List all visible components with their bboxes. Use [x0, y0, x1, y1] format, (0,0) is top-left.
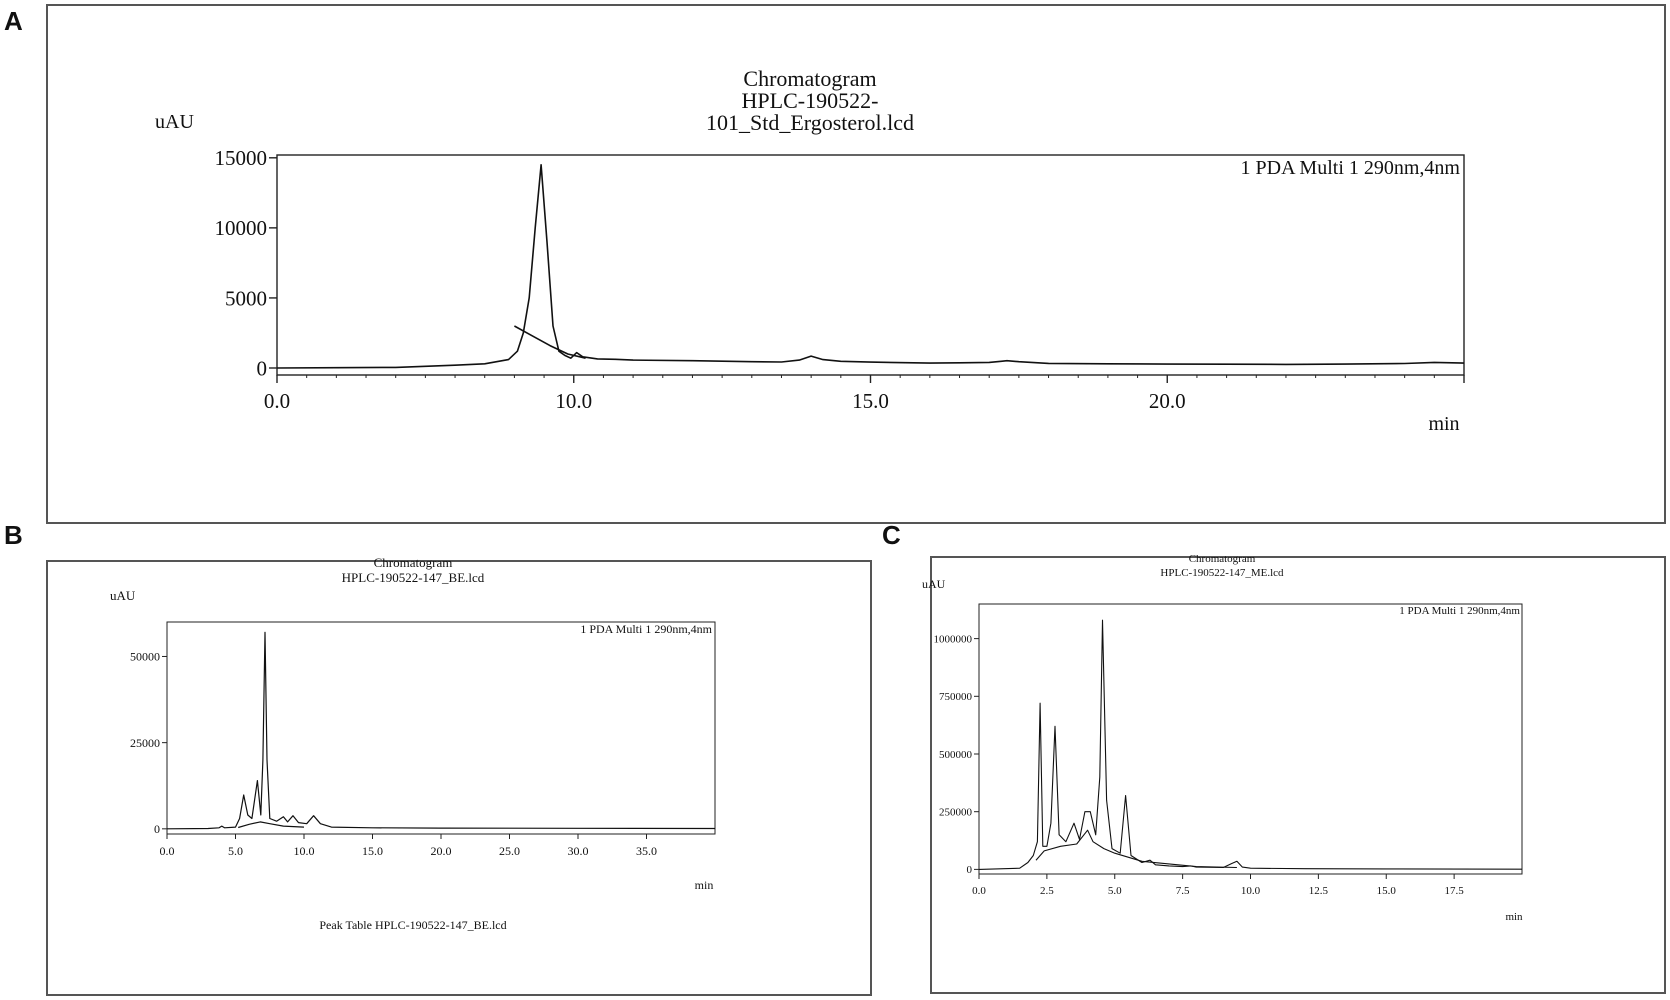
panel-c-title-line-1: HPLC-190522-147_ME.lcd: [1160, 567, 1284, 579]
panel-c-ytick-label-4: 1000000: [934, 633, 973, 645]
panel-c-plot-frame: [978, 603, 1523, 875]
panel-b-xtick-label-1: 5.0: [228, 844, 243, 858]
panel-c-ytick-label-0: 0: [967, 864, 973, 876]
panel-b-plot-frame: [166, 621, 716, 835]
panel-c-ytick-label-3: 750000: [939, 691, 973, 703]
panel-c-xtick-label-3: 7.5: [1176, 885, 1190, 897]
panel-b-legend: 1 PDA Multi 1 290nm,4nm: [580, 622, 712, 636]
panel-c-xlabel: min: [1505, 911, 1523, 923]
panel-b-xtick-label-3: 15.0: [362, 844, 383, 858]
panel-b-xtick-label-5: 25.0: [499, 844, 520, 858]
panel-a-title-line-1: HPLC-190522-: [742, 88, 879, 113]
panel-a-legend: 1 PDA Multi 1 290nm,4nm: [1241, 157, 1461, 179]
panel-b-xtick-label-0: 0.0: [160, 844, 175, 858]
panel-c-ytick-label-1: 250000: [939, 807, 973, 819]
panel-b-frame: [46, 560, 872, 996]
panel-b-xtick-label-6: 30.0: [568, 844, 589, 858]
panel-b-title-line-1: HPLC-190522-147_BE.lcd: [342, 570, 485, 585]
panel-a-plot-frame: [276, 154, 1465, 376]
panel-a-series-line-1: [514, 325, 586, 359]
panel-letter-b: B: [4, 520, 23, 550]
panel-b-xtick-label-4: 20.0: [431, 844, 452, 858]
panel-b-ytick-label-1: 25000: [130, 736, 160, 750]
panel-a-xtick-label-0: 0.0: [264, 389, 290, 413]
panel-a-xtick-label-3: 20.0: [1149, 389, 1186, 413]
panel-b-series-line-0: [166, 631, 716, 830]
panel-c-xtick-label-7: 17.5: [1445, 885, 1465, 897]
panel-b-xtick-label-2: 10.0: [294, 844, 315, 858]
panel-a-xlabel: min: [1428, 413, 1459, 435]
panel-c-xtick-label-0: 0.0: [972, 885, 986, 897]
panel-b-footer: Peak Table HPLC-190522-147_BE.lcd: [319, 918, 506, 932]
panel-a-ytick-label-1: 5000: [225, 286, 267, 310]
panel-c-xtick-label-1: 2.5: [1040, 885, 1054, 897]
panel-c-xtick-label-4: 10.0: [1241, 885, 1261, 897]
panel-c-ytick-label-2: 500000: [939, 749, 973, 761]
panel-a-frame: [46, 4, 1666, 524]
panel-c-frame: [930, 556, 1666, 994]
panel-b-ytick-label-2: 50000: [130, 650, 160, 664]
panel-a-xtick-label-1: 10.0: [555, 389, 592, 413]
panel-a-ytick-label-0: 0: [257, 356, 268, 380]
panel-letter-a: A: [4, 6, 23, 36]
panel-c-ylabel: uAU: [922, 577, 946, 591]
panel-a-xtick-label-2: 15.0: [852, 389, 889, 413]
panel-a-ytick-label-3: 15000: [215, 146, 268, 170]
panel-c-legend: 1 PDA Multi 1 290nm,4nm: [1399, 605, 1520, 617]
panel-a-ylabel: uAU: [155, 111, 194, 133]
panel-a-series-line-0: [276, 164, 1465, 369]
panel-a-title-line-0: Chromatogram: [743, 66, 876, 91]
panel-letter-c: C: [882, 520, 901, 550]
panel-a-ytick-label-2: 10000: [215, 216, 268, 240]
panel-c-series-line-1: [1035, 829, 1237, 869]
panel-c-xtick-label-2: 5.0: [1108, 885, 1122, 897]
panel-c-xtick-label-5: 12.5: [1309, 885, 1329, 897]
panel-b-title-line-0: Chromatogram: [374, 555, 453, 570]
panel-b-ylabel: uAU: [110, 588, 136, 603]
panel-c-xtick-label-6: 15.0: [1377, 885, 1397, 897]
panel-b-series-line-1: [238, 821, 305, 829]
panel-b-ytick-label-0: 0: [154, 822, 160, 836]
panel-c-title-line-0: Chromatogram: [1189, 553, 1256, 565]
panel-c-series-line-0: [978, 619, 1523, 870]
panel-b-xtick-label-7: 35.0: [636, 844, 657, 858]
panel-b-xlabel: min: [695, 878, 714, 892]
panel-a-title-line-2: 101_Std_Ergosterol.lcd: [706, 110, 914, 135]
